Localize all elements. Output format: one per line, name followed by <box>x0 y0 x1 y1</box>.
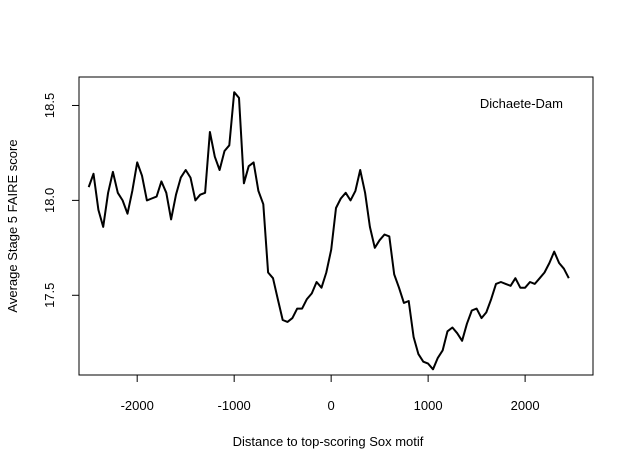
y-tick-label: 18.5 <box>42 93 57 118</box>
x-tick-label: -2000 <box>121 398 154 413</box>
y-tick-label: 17.5 <box>42 283 57 308</box>
x-tick-label: 1000 <box>414 398 443 413</box>
y-axis: 17.5 18.0 18.5 <box>42 93 80 308</box>
series-line <box>87 91 570 371</box>
x-tick-label: 0 <box>328 398 335 413</box>
x-tick-label: -1000 <box>218 398 251 413</box>
x-axis: -2000 -1000 0 1000 2000 <box>121 374 540 413</box>
x-axis-label: Distance to top-scoring Sox motif <box>233 434 424 449</box>
y-tick-label: 18.0 <box>42 188 57 213</box>
annotation-label: Dichaete-Dam <box>480 96 563 111</box>
y-axis-label: Average Stage 5 FAIRE score <box>5 139 20 312</box>
x-tick-label: 2000 <box>511 398 540 413</box>
plot-frame <box>78 76 594 376</box>
